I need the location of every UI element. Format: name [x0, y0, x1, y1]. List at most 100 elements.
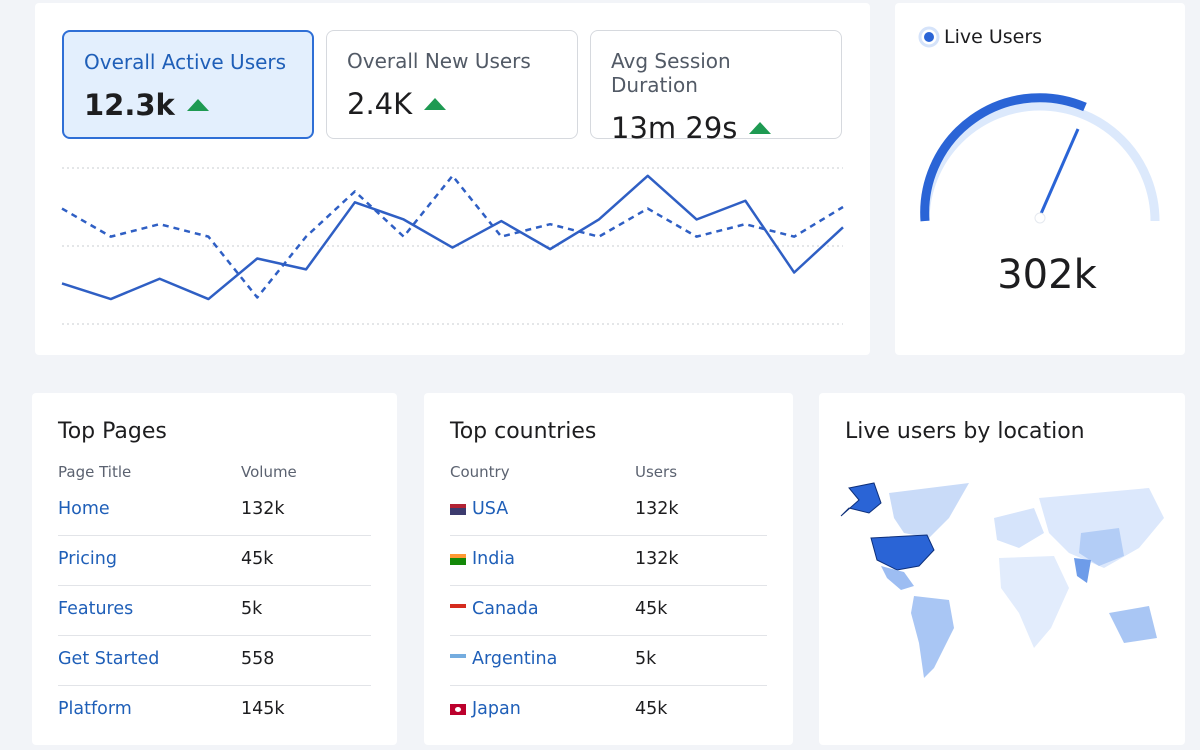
row-link[interactable]: Home	[58, 499, 110, 519]
row-link[interactable]: Canada	[450, 599, 539, 619]
row-value: 5k	[635, 649, 657, 669]
row-value: 45k	[635, 699, 668, 719]
column-header: Page Title	[58, 463, 132, 481]
flag-part	[450, 553, 466, 558]
kpi-label: Overall Active Users	[84, 50, 287, 74]
world-map	[840, 482, 1164, 678]
table-title: Top countries	[450, 419, 597, 444]
table-row: Pricing 45k	[58, 535, 371, 586]
row-value: 132k	[635, 549, 679, 569]
flag	[450, 553, 466, 565]
row-label: Features	[58, 599, 134, 619]
row-link[interactable]: Argentina	[450, 649, 557, 669]
row-value: 45k	[635, 599, 668, 619]
map-region	[1074, 558, 1091, 583]
map-region	[840, 482, 882, 517]
table-row: Features 5k	[58, 585, 371, 636]
flag	[450, 503, 466, 515]
live-value: 302k	[997, 252, 1097, 298]
line-chart	[61, 167, 844, 325]
kpi-label: Avg Session Duration	[611, 49, 731, 97]
kpi-value: 12.3k	[84, 88, 175, 122]
flag-part	[450, 653, 466, 665]
gauge-track	[920, 101, 1160, 222]
table-row: Argentina 5k	[450, 635, 767, 686]
row-link[interactable]: Pricing	[58, 549, 117, 569]
kpi-label: Overall New Users	[347, 49, 531, 73]
flag-part	[450, 653, 466, 658]
row-link[interactable]: Platform	[58, 699, 132, 719]
map-region	[1039, 488, 1164, 568]
overview-card: Overall Active Users 12.3k Overall New Use…	[35, 3, 870, 355]
kpi-card[interactable]: Overall New Users 2.4K	[326, 30, 578, 139]
kpi-value-row: 2.4K	[347, 87, 557, 121]
row-value: 5k	[241, 599, 263, 619]
live-dot-ring	[918, 26, 940, 48]
map-region	[1109, 606, 1157, 643]
kpi-value: 13m 29s	[611, 111, 738, 145]
row-label: Canada	[472, 599, 539, 619]
row-label: Home	[58, 499, 110, 519]
row-link[interactable]: Japan	[450, 699, 521, 719]
table-row: Platform 145k	[58, 685, 371, 735]
gauge-needle	[1038, 128, 1080, 217]
table-row: India 132k	[450, 535, 767, 586]
kpi-value: 2.4K	[347, 87, 413, 121]
map-region	[870, 534, 935, 571]
flag	[450, 653, 466, 665]
row-value: 145k	[241, 699, 285, 719]
row-link[interactable]: India	[450, 549, 515, 569]
row-value: 558	[241, 649, 275, 669]
row-label: India	[472, 549, 515, 569]
map-region	[1079, 528, 1124, 566]
map-title: Live users by location	[845, 419, 1085, 444]
table-row: Japan 45k	[450, 685, 767, 735]
trend-up	[186, 99, 209, 111]
gauge-pivot	[1034, 212, 1046, 224]
map-region	[911, 596, 954, 678]
live-dot	[924, 32, 934, 42]
flag	[450, 603, 466, 615]
map-card: Live users by location	[819, 393, 1185, 745]
table-row: Get Started 558	[58, 635, 371, 686]
series-line	[61, 174, 844, 301]
column-header: Users	[635, 463, 678, 481]
trend-up	[749, 122, 772, 134]
row-link[interactable]: USA	[450, 499, 508, 519]
row-label: Argentina	[472, 649, 558, 669]
flag-part	[450, 603, 466, 615]
row-label: USA	[472, 499, 509, 519]
top-pages-card: Top Pages Page Title Volume Home 132k Pricing…	[32, 393, 397, 745]
row-value: 132k	[635, 499, 679, 519]
row-value: 45k	[241, 549, 274, 569]
row-label: Get Started	[58, 649, 160, 669]
table-row: USA 132k	[450, 485, 767, 536]
flag-part	[450, 503, 466, 508]
series-line	[61, 174, 844, 299]
live-users-card: Live Users 302k	[895, 3, 1185, 355]
row-link[interactable]: Get Started	[58, 649, 159, 669]
kpi-card[interactable]: Avg Session Duration 13m 29s	[590, 30, 842, 145]
gauge-fill	[920, 93, 1087, 222]
flag	[450, 703, 466, 715]
column-header: Country	[450, 463, 510, 481]
row-value: 132k	[241, 499, 285, 519]
kpi-value-row: 13m 29s	[611, 111, 821, 145]
table-title: Top Pages	[58, 419, 167, 444]
kpi-value-row: 12.3k	[84, 88, 292, 122]
column-header: Volume	[241, 463, 297, 481]
trend-up	[424, 98, 447, 110]
live-label: Live Users	[944, 26, 1042, 48]
flag-part	[455, 706, 461, 712]
top-countries-card: Top countries Country Users USA 132k India 132…	[424, 393, 793, 745]
gauge: Live Users 302k	[918, 26, 1160, 298]
kpi-card[interactable]: Overall Active Users 12.3k	[62, 30, 314, 139]
map-region	[999, 556, 1069, 648]
map-region	[994, 508, 1044, 548]
row-label: Pricing	[58, 549, 117, 569]
row-link[interactable]: Features	[58, 599, 133, 619]
table-row: Home 132k	[58, 485, 371, 536]
row-label: Japan	[472, 699, 521, 719]
